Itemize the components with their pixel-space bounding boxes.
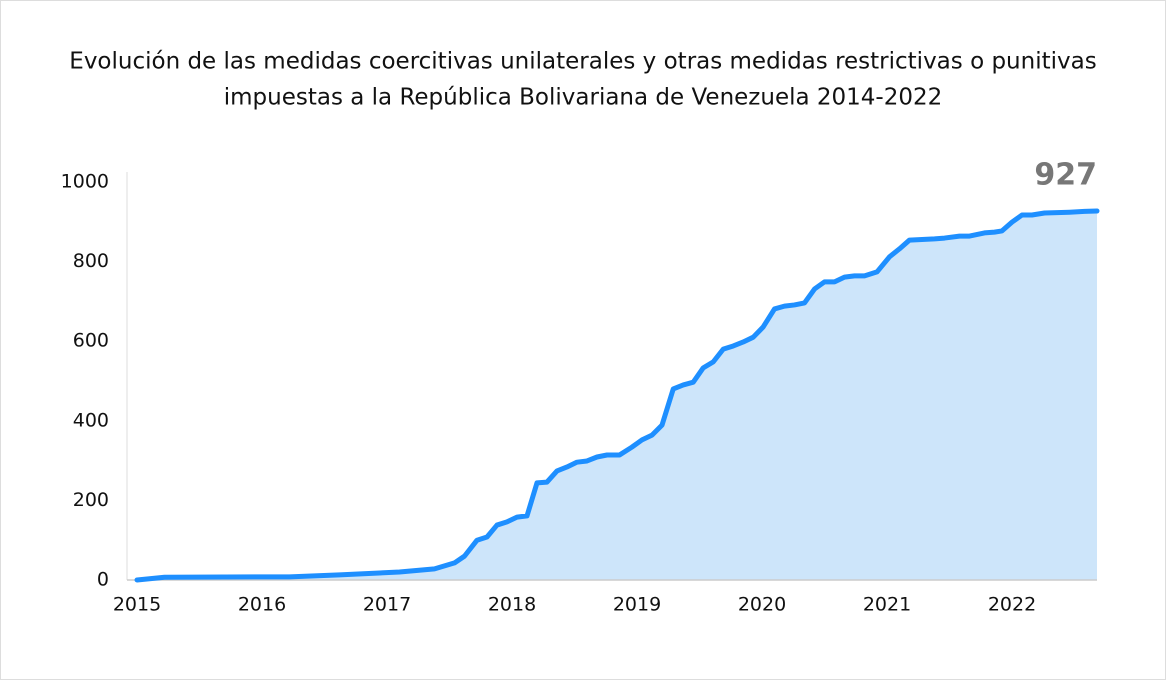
y-tick-label: 0 — [97, 569, 109, 591]
chart-title: impuestas a la República Bolivariana de … — [224, 85, 943, 111]
line — [134, 208, 1100, 583]
y-tick-label: 400 — [73, 409, 109, 431]
x-tick-label: 2020 — [738, 594, 786, 616]
x-tick-label: 2016 — [238, 594, 286, 616]
y-tick-label: 1000 — [61, 170, 109, 192]
y-tick-label: 200 — [73, 489, 109, 511]
x-tick-label: 2015 — [113, 594, 161, 616]
area — [137, 211, 1097, 580]
x-tick-label: 2018 — [488, 594, 536, 616]
x-tick-label: 2019 — [613, 594, 661, 616]
x-tick-label: 2017 — [363, 594, 411, 616]
x-tick-label: 2022 — [988, 594, 1036, 616]
x-tick-label: 2021 — [863, 594, 911, 616]
y-tick-label: 800 — [73, 250, 109, 272]
chart-title: Evolución de las medidas coercitivas uni… — [69, 49, 1096, 75]
y-tick-label: 600 — [73, 330, 109, 352]
annotation: 927 — [1034, 158, 1097, 193]
